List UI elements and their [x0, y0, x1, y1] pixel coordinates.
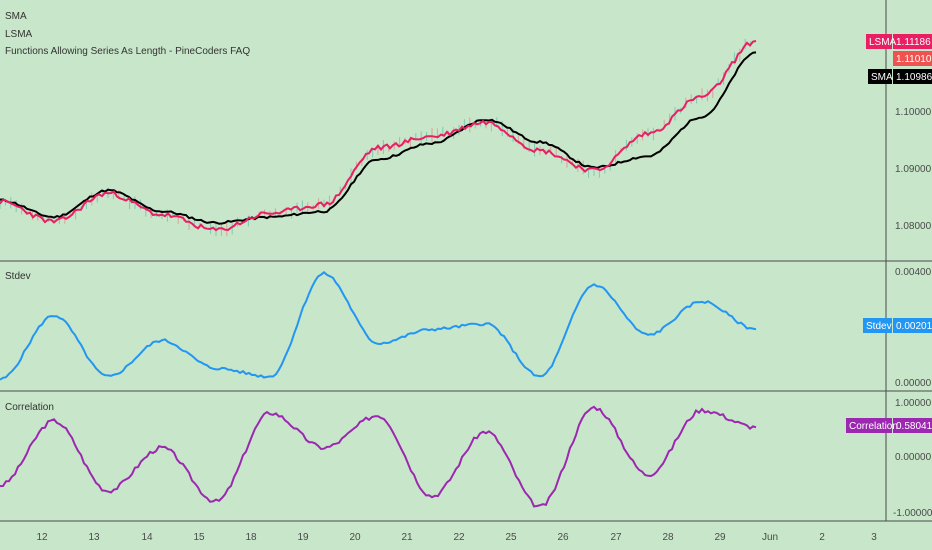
- x-tick: 12: [36, 532, 48, 543]
- x-tick: 13: [88, 532, 100, 543]
- y-tick-corr-2: 0.00000: [895, 452, 932, 463]
- sma-line: [0, 51, 757, 225]
- y-tick-stdev-2: 0.00000: [895, 378, 932, 389]
- x-tick: 29: [714, 532, 726, 543]
- badge-stdev-name: Stdev: [866, 321, 892, 332]
- y-tick-main-1: 1.10000: [895, 107, 932, 118]
- y-tick-corr-3: -1.00000: [893, 508, 932, 519]
- x-tick: 27: [610, 532, 622, 543]
- price-bars: [0, 38, 752, 237]
- y-tick-corr-1: 1.00000: [895, 398, 932, 409]
- x-tick: 14: [141, 532, 153, 543]
- y-tick-main-2: 1.09000: [895, 164, 932, 175]
- badge-correlation-value: 0.58041: [896, 421, 932, 432]
- x-tick: 15: [193, 532, 205, 543]
- x-tick: 25: [505, 532, 517, 543]
- y-tick-stdev-1: 0.00400: [895, 267, 932, 278]
- correlation-pane[interactable]: [0, 405, 757, 508]
- x-tick: 3: [871, 532, 877, 543]
- lsma-line: [0, 40, 757, 232]
- badge-price: 1.11010: [893, 51, 932, 66]
- badge-correlation: Correlation 0.58041: [846, 418, 932, 433]
- badge-correlation-name: Correlation: [849, 421, 898, 432]
- main-price-pane[interactable]: [0, 38, 757, 237]
- time-axis[interactable]: 12 13 14 15 18 19 20 21 22 25 26 27 28 2…: [36, 532, 877, 543]
- badge-lsma-value: 1.11186: [896, 37, 931, 48]
- badge-stdev: Stdev 0.00201: [863, 318, 932, 333]
- badge-lsma: LSMA 1.11186: [866, 34, 932, 49]
- stdev-pane[interactable]: [0, 270, 757, 381]
- title-stdev: Stdev: [5, 271, 31, 282]
- badge-stdev-value: 0.00201: [896, 321, 932, 332]
- x-tick: 18: [245, 532, 257, 543]
- title-script: Functions Allowing Series As Length - Pi…: [5, 46, 250, 57]
- x-tick: 19: [297, 532, 309, 543]
- x-tick: 22: [453, 532, 465, 543]
- badge-sma-value: 1.10986: [896, 72, 932, 83]
- stdev-line: [0, 270, 757, 381]
- x-tick: 20: [349, 532, 361, 543]
- badge-sma: SMA 1.10986: [868, 69, 932, 84]
- x-tick: Jun: [762, 532, 778, 543]
- correlation-line: [0, 405, 757, 508]
- x-tick: 2: [819, 532, 825, 543]
- title-sma: SMA: [5, 11, 27, 22]
- x-tick: 26: [557, 532, 569, 543]
- badge-price-value: 1.11010: [896, 54, 932, 65]
- x-tick: 28: [662, 532, 674, 543]
- y-tick-main-3: 1.08000: [895, 221, 932, 232]
- x-tick: 21: [401, 532, 413, 543]
- title-correlation: Correlation: [5, 402, 54, 413]
- badge-lsma-name: LSMA: [869, 37, 897, 48]
- badge-sma-name: SMA: [871, 72, 893, 83]
- title-lsma: LSMA: [5, 29, 33, 40]
